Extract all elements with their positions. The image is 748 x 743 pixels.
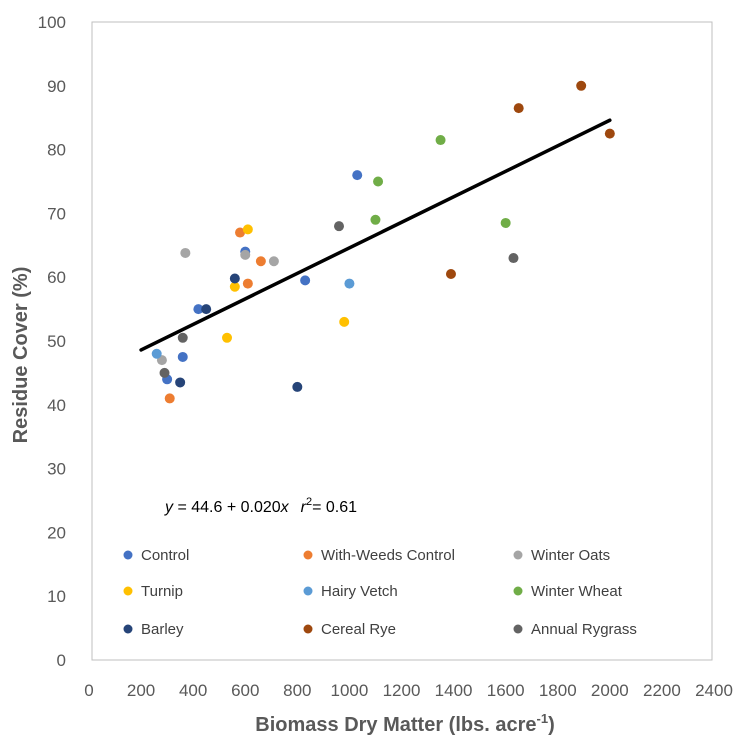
x-tick-label: 1800: [539, 681, 577, 700]
y-tick-label: 0: [57, 651, 66, 670]
trendline: [139, 118, 612, 352]
data-point: [500, 217, 511, 228]
y-tick-label: 100: [38, 13, 66, 32]
legend-marker: [513, 586, 523, 596]
x-tick-label: 1400: [435, 681, 473, 700]
data-point: [242, 278, 253, 289]
trendline-layer: [139, 118, 612, 352]
data-point: [352, 170, 363, 181]
regression-equation: y = 44.6 + 0.020x r2= 0.61: [164, 496, 357, 516]
x-tick-label: 2200: [643, 681, 681, 700]
data-point: [370, 214, 381, 225]
y-axis-title: Residue Cover (%): [10, 267, 32, 444]
x-tick-label: 400: [179, 681, 207, 700]
data-point: [334, 221, 344, 232]
data-point: [180, 247, 191, 258]
y-tick-label: 80: [47, 141, 66, 160]
legend-marker: [123, 550, 133, 560]
equation-y-var: y: [164, 499, 174, 516]
x-tick-label: 2000: [591, 681, 629, 700]
x-axis-title-end: ): [548, 714, 555, 736]
legend-label: Barley: [141, 621, 184, 638]
legend-label: With-Weeds Control: [321, 547, 455, 564]
legend-marker: [303, 550, 313, 560]
r-squared-var: r: [301, 499, 307, 516]
data-point: [235, 227, 246, 238]
data-point: [255, 256, 266, 267]
data-point: [604, 128, 615, 139]
legend-label: Turnip: [141, 583, 183, 600]
y-tick-label: 30: [47, 460, 66, 479]
data-point: [292, 381, 303, 392]
data-point: [513, 103, 524, 114]
data-point: [435, 135, 446, 146]
legend-marker: [303, 624, 313, 634]
x-tick-label: 1000: [331, 681, 369, 700]
data-point: [201, 304, 212, 315]
data-point: [229, 273, 240, 284]
data-point: [242, 224, 253, 235]
plot-area: [91, 21, 713, 661]
r-squared-sup: 2: [306, 496, 312, 508]
y-tick-label: 60: [47, 268, 66, 287]
r-squared-value: = 0.61: [312, 499, 357, 516]
y-tick-label: 70: [47, 204, 66, 223]
data-point: [373, 176, 384, 187]
legend-marker: [513, 624, 523, 634]
data-point: [339, 316, 350, 327]
legend-label: Control: [141, 547, 189, 564]
x-axis-title-superscript: -1: [537, 711, 549, 726]
x-axis-ticks: 0 200 400 600 800 1000 1200 1400 1600 1800 2000 220…: [84, 681, 733, 700]
x-tick-label: 1200: [383, 681, 421, 700]
legend-label: Cereal Rye: [321, 621, 396, 638]
data-point: [177, 351, 188, 362]
legend-marker: [123, 586, 133, 596]
data-point: [159, 367, 170, 378]
y-tick-label: 20: [47, 523, 66, 542]
data-point: [193, 304, 204, 315]
plot-border: [91, 21, 713, 661]
data-point: [222, 332, 233, 343]
data-points: [151, 80, 615, 404]
x-tick-label: 0: [84, 681, 93, 700]
legend-label: Hairy Vetch: [321, 583, 398, 600]
data-point: [344, 278, 355, 289]
x-tick-label: 1600: [487, 681, 525, 700]
x-tick-label: 2400: [695, 681, 733, 700]
legend: Control With-Weeds Control Winter Oats Turn…: [123, 547, 637, 638]
legend-marker: [513, 550, 523, 560]
x-axis-title: Biomass Dry Matter (lbs. acre-1): [255, 711, 554, 736]
legend-marker: [303, 586, 313, 596]
data-point: [508, 253, 519, 264]
data-point: [576, 80, 587, 91]
data-point: [164, 393, 175, 404]
legend-marker: [123, 624, 133, 634]
data-point: [175, 377, 186, 388]
x-tick-label: 200: [127, 681, 155, 700]
data-point: [177, 332, 188, 343]
data-point: [240, 249, 251, 260]
y-tick-label: 10: [47, 587, 66, 606]
y-tick-label: 40: [47, 396, 66, 415]
equation-body: = 44.6 + 0.020: [173, 499, 281, 516]
y-axis-ticks: 0 10 20 30 40 50 60 70 80 90 100: [38, 13, 66, 670]
x-tick-label: 800: [283, 681, 311, 700]
legend-label: Annual Rygrass: [531, 621, 637, 638]
data-point: [445, 269, 456, 280]
legend-label: Winter Oats: [531, 547, 610, 564]
data-point: [300, 275, 311, 286]
legend-label: Winter Wheat: [531, 583, 623, 600]
x-axis-title-main: Biomass Dry Matter (lbs. acre: [255, 714, 536, 736]
y-tick-label: 90: [47, 77, 66, 96]
data-point: [268, 256, 279, 267]
data-point: [229, 281, 240, 292]
x-tick-label: 600: [231, 681, 259, 700]
data-point: [151, 348, 162, 359]
y-tick-label: 50: [47, 332, 66, 351]
equation-x-var: x: [280, 499, 290, 516]
